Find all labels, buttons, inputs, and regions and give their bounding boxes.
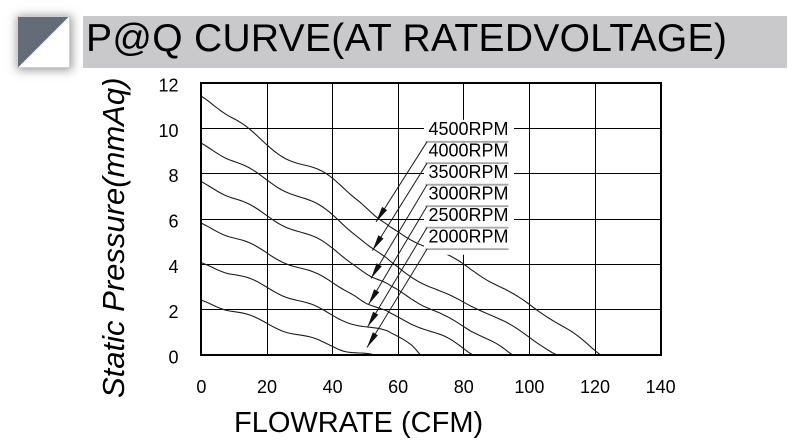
svg-text:Static Pressure(mmAq): Static Pressure(mmAq): [96, 78, 131, 398]
svg-text:120: 120: [580, 377, 610, 397]
svg-text:4500RPM: 4500RPM: [429, 119, 509, 139]
svg-text:0: 0: [168, 347, 178, 367]
svg-text:6: 6: [168, 212, 178, 232]
svg-text:3000RPM: 3000RPM: [429, 184, 509, 204]
svg-text:100: 100: [514, 377, 544, 397]
svg-text:40: 40: [323, 377, 343, 397]
svg-text:140: 140: [646, 377, 676, 397]
svg-text:2500RPM: 2500RPM: [429, 205, 509, 225]
svg-text:0: 0: [196, 377, 206, 397]
svg-text:4000RPM: 4000RPM: [429, 141, 509, 161]
svg-text:4: 4: [168, 257, 178, 277]
svg-text:FLOWRATE (CFM): FLOWRATE (CFM): [234, 407, 483, 439]
svg-text:80: 80: [454, 377, 474, 397]
svg-text:3500RPM: 3500RPM: [429, 162, 509, 182]
svg-text:2: 2: [168, 302, 178, 322]
svg-text:2000RPM: 2000RPM: [429, 227, 509, 247]
svg-text:12: 12: [158, 76, 178, 96]
svg-text:60: 60: [388, 377, 408, 397]
svg-text:10: 10: [158, 121, 178, 141]
svg-text:8: 8: [168, 166, 178, 186]
svg-text:20: 20: [257, 377, 277, 397]
